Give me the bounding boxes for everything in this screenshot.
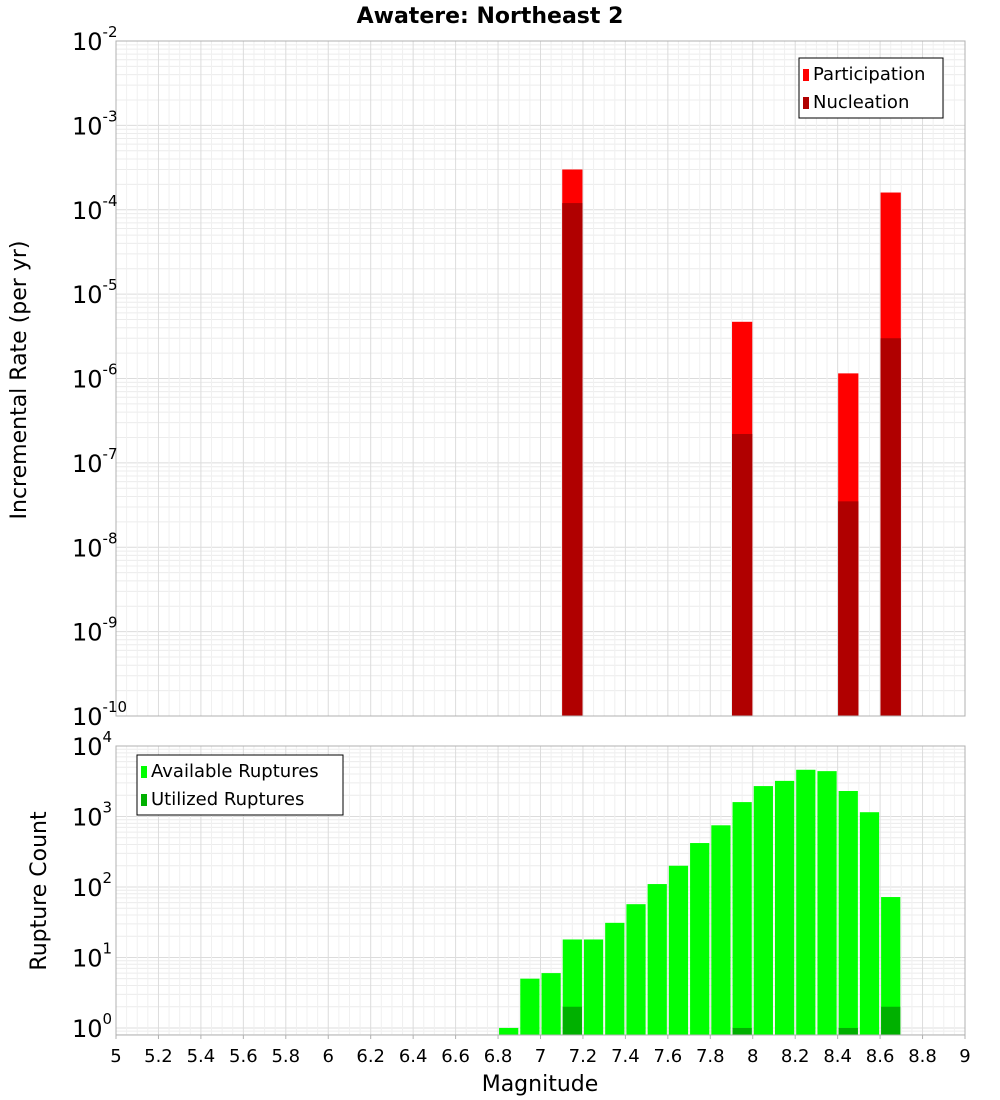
- top-y-tick-label: 10-2: [72, 23, 118, 56]
- bottom-bar-available-ruptures: [541, 973, 561, 1035]
- bottom-bar-available-ruptures: [881, 897, 901, 1035]
- x-tick-label: 8.8: [908, 1046, 937, 1067]
- x-tick-label: 7.6: [654, 1046, 683, 1067]
- x-tick-label: 7.4: [611, 1046, 640, 1067]
- top-bar-nucleation: [732, 433, 753, 716]
- bottom-bar-available-ruptures: [817, 771, 837, 1035]
- x-tick-label: 7.2: [569, 1046, 598, 1067]
- top-y-tick-label: 10-9: [72, 614, 118, 647]
- bottom-y-axis-title: Rupture Count: [27, 811, 52, 971]
- x-tick-label: 8.4: [823, 1046, 852, 1067]
- top-legend-label: Participation: [813, 64, 925, 85]
- bottom-y-tick-exponent: 3: [103, 798, 113, 816]
- top-legend-swatch: [803, 97, 809, 109]
- top-y-tick-exponent: -3: [103, 107, 118, 125]
- bottom-bar-available-ruptures: [690, 843, 710, 1035]
- top-y-tick-label: 10-10: [72, 698, 127, 731]
- chart-title: Awatere: Northeast 2: [357, 4, 624, 29]
- top-legend: [798, 57, 944, 119]
- top-y-tick-exponent: -10: [103, 698, 128, 716]
- bottom-y-tick-exponent: 4: [103, 728, 113, 746]
- x-tick-label: 6.8: [484, 1046, 513, 1067]
- x-tick-label: 5.6: [229, 1046, 258, 1067]
- x-axis-title: Magnitude: [482, 1072, 599, 1097]
- bottom-bar-utilized-ruptures: [838, 1027, 858, 1035]
- bottom-y-tick-exponent: 2: [103, 869, 113, 887]
- top-y-tick-label: 10-6: [72, 361, 118, 394]
- x-tick-label: 6.4: [399, 1046, 428, 1067]
- top-y-tick-label: 10-8: [72, 529, 118, 562]
- top-plot-frame: [115, 40, 966, 717]
- x-tick-label: 8.6: [866, 1046, 895, 1067]
- x-tick-label: 8.2: [781, 1046, 810, 1067]
- bottom-legend-label: Available Ruptures: [151, 761, 319, 782]
- bottom-bar-available-ruptures: [796, 769, 816, 1035]
- bottom-y-tick-label: 104: [72, 728, 112, 761]
- x-tick-label: 6.2: [356, 1046, 385, 1067]
- bottom-bar-available-ruptures: [859, 812, 880, 1035]
- top-y-tick-label: 10-3: [72, 107, 118, 140]
- top-panel: 10-10 10-9 10-8 10-7 10-6 10-5 10-4 10-3 10-2 Par…: [72, 23, 966, 731]
- bottom-legend-swatch: [141, 794, 147, 806]
- top-y-axis-title: Incremental Rate (per yr): [7, 241, 32, 520]
- bottom-bar-utilized-ruptures: [562, 1006, 582, 1035]
- bottom-bar-available-ruptures: [838, 790, 858, 1035]
- bottom-bar-available-ruptures: [774, 780, 795, 1035]
- bottom-bar-available-ruptures: [753, 786, 773, 1035]
- bottom-bar-available-ruptures: [626, 904, 646, 1035]
- bottom-bar-available-ruptures: [499, 1027, 519, 1035]
- bottom-bar-utilized-ruptures: [881, 1006, 901, 1035]
- x-tick-label: 5: [110, 1046, 121, 1067]
- x-tick-label: 9: [959, 1046, 970, 1067]
- bottom-bar-utilized-ruptures: [732, 1027, 752, 1035]
- top-bar-nucleation: [880, 338, 901, 716]
- x-tick-label: 5.8: [271, 1046, 300, 1067]
- bottom-legend-swatch: [141, 766, 147, 778]
- top-y-tick-exponent: -5: [103, 276, 118, 294]
- top-y-tick-exponent: -9: [103, 614, 118, 632]
- top-y-tick-label: 10-4: [72, 192, 118, 225]
- top-y-tick-exponent: -4: [103, 192, 118, 210]
- top-y-tick-exponent: -6: [103, 361, 118, 379]
- top-bar-nucleation: [838, 501, 859, 716]
- bottom-bar-available-ruptures: [605, 922, 625, 1035]
- top-y-tick-exponent: -7: [103, 445, 118, 463]
- x-tick-label: 6.6: [441, 1046, 470, 1067]
- bottom-y-tick-label: 100: [72, 1010, 112, 1043]
- bottom-bar-available-ruptures: [520, 978, 540, 1035]
- top-legend-label: Nucleation: [813, 92, 909, 113]
- top-y-tick-exponent: -2: [103, 23, 118, 41]
- bottom-y-tick-label: 103: [72, 798, 112, 831]
- top-y-tick-label: 10-5: [72, 276, 118, 309]
- x-tick-label: 7.8: [696, 1046, 725, 1067]
- bottom-bar-available-ruptures: [711, 825, 731, 1035]
- bottom-y-tick-label: 102: [72, 869, 112, 902]
- bottom-bar-available-ruptures: [647, 884, 667, 1035]
- top-y-tick-exponent: -8: [103, 529, 118, 547]
- bottom-bar-available-ruptures: [583, 939, 604, 1035]
- top-y-tick-label: 10-7: [72, 445, 118, 478]
- bottom-y-tick-exponent: 1: [103, 939, 113, 957]
- bottom-legend-label: Utilized Ruptures: [151, 789, 304, 810]
- x-tick-label: 6: [323, 1046, 334, 1067]
- bottom-y-tick-label: 101: [72, 939, 112, 972]
- x-tick-label: 8: [747, 1046, 758, 1067]
- bottom-legend: [136, 754, 344, 816]
- bottom-y-tick-exponent: 0: [103, 1010, 113, 1028]
- x-tick-label: 5.2: [144, 1046, 173, 1067]
- x-tick-label: 7: [535, 1046, 546, 1067]
- bottom-bar-available-ruptures: [732, 802, 752, 1035]
- x-tick-label: 5.4: [187, 1046, 216, 1067]
- bottom-bar-available-ruptures: [668, 865, 689, 1035]
- top-bar-nucleation: [562, 203, 583, 716]
- top-legend-swatch: [803, 69, 809, 81]
